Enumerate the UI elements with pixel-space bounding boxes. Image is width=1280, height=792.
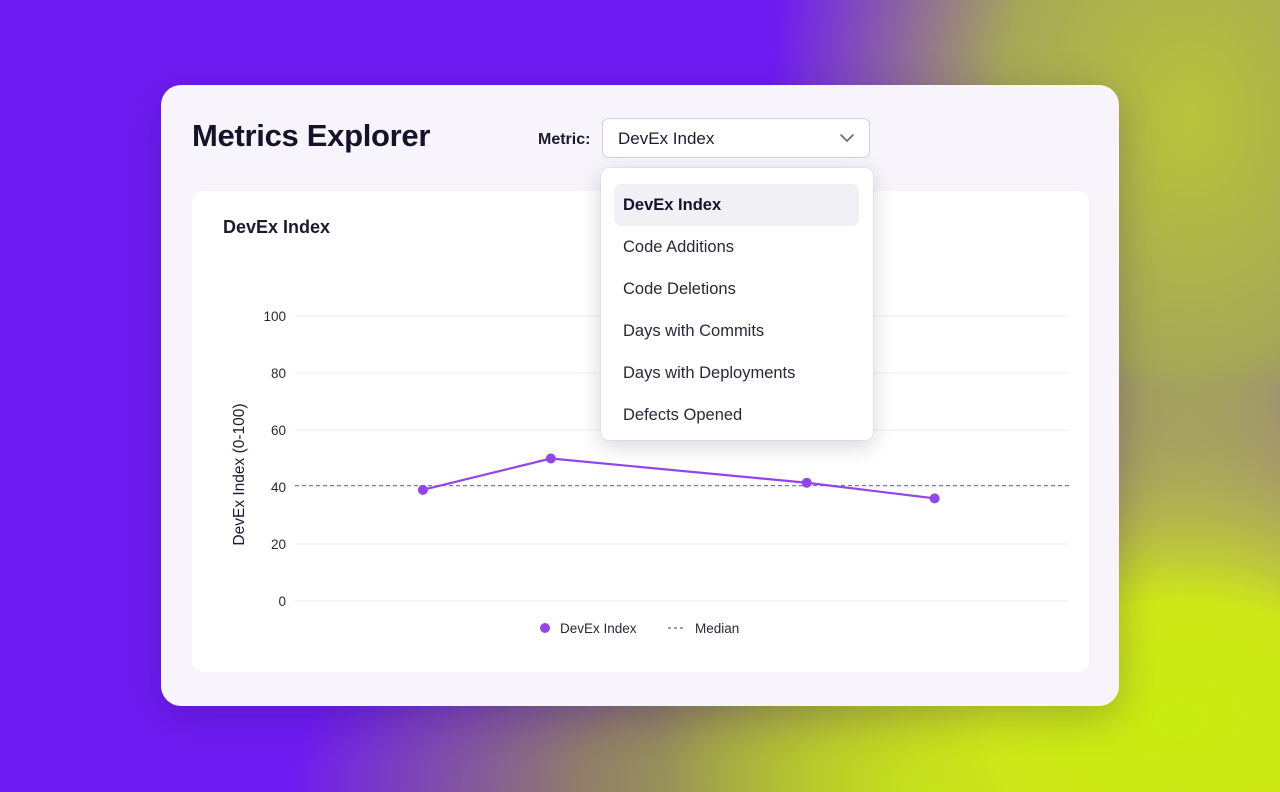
- y-tick-label: 40: [271, 480, 286, 495]
- series-line-devex-index: [422, 457, 935, 500]
- y-tick-label: 0: [278, 594, 286, 609]
- menu-option-defects-opened[interactable]: Defects Opened: [623, 406, 743, 424]
- y-axis-label: DevEx Index (0-100): [231, 403, 248, 545]
- menu-option-code-additions[interactable]: Code Additions: [623, 238, 734, 256]
- menu-option-days-with-deployments[interactable]: Days with Deployments: [623, 364, 796, 382]
- legend-label-median: Median: [695, 621, 739, 636]
- metric-dropdown-menu: DevEx Index Code Additions Code Deletions D…: [601, 168, 873, 440]
- data-point-4: [929, 493, 940, 504]
- data-point-3: [801, 477, 812, 488]
- y-tick-label: 80: [271, 366, 286, 381]
- metric-label: Metric:: [538, 131, 591, 148]
- metric-select-value: DevEx Index: [618, 129, 715, 148]
- menu-option-days-with-commits[interactable]: Days with Commits: [623, 322, 765, 340]
- legend-marker-devex-index: [540, 623, 550, 633]
- page-title: Metrics Explorer: [192, 118, 431, 153]
- menu-option-devex-index[interactable]: DevEx Index: [614, 184, 859, 226]
- devex-line-chart: 0 20 40 60 80 100 DevEx Index (0-100) DevEx Ind…: [231, 309, 1069, 636]
- menu-option-code-deletions[interactable]: Code Deletions: [623, 280, 736, 298]
- y-tick-label: 60: [271, 423, 286, 438]
- y-tick-label: 20: [271, 537, 286, 552]
- chart-title: DevEx Index: [223, 217, 331, 237]
- chevron-down-icon: [840, 134, 854, 142]
- data-point-2: [545, 453, 556, 464]
- data-point-1: [417, 484, 428, 495]
- y-tick-label: 100: [263, 309, 286, 324]
- metric-select[interactable]: DevEx Index: [602, 118, 870, 158]
- legend-label-devex-index: DevEx Index: [560, 621, 637, 636]
